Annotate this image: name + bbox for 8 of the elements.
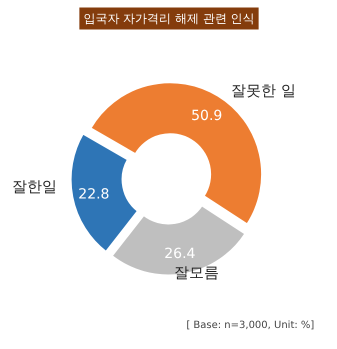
data-label: 50.9	[191, 108, 222, 124]
data-label: 22.8	[78, 186, 110, 202]
slice-label: 잘모름	[174, 264, 219, 282]
slice-label: 잘한일	[12, 178, 57, 196]
data-label: 26.4	[164, 246, 196, 262]
chart-title: 입국자 자가격리 해제 관련 인식	[83, 12, 255, 26]
text: [ Base: n=3,000, Unit: %]	[186, 320, 314, 331]
slice-label: 잘못한 일	[231, 82, 296, 100]
